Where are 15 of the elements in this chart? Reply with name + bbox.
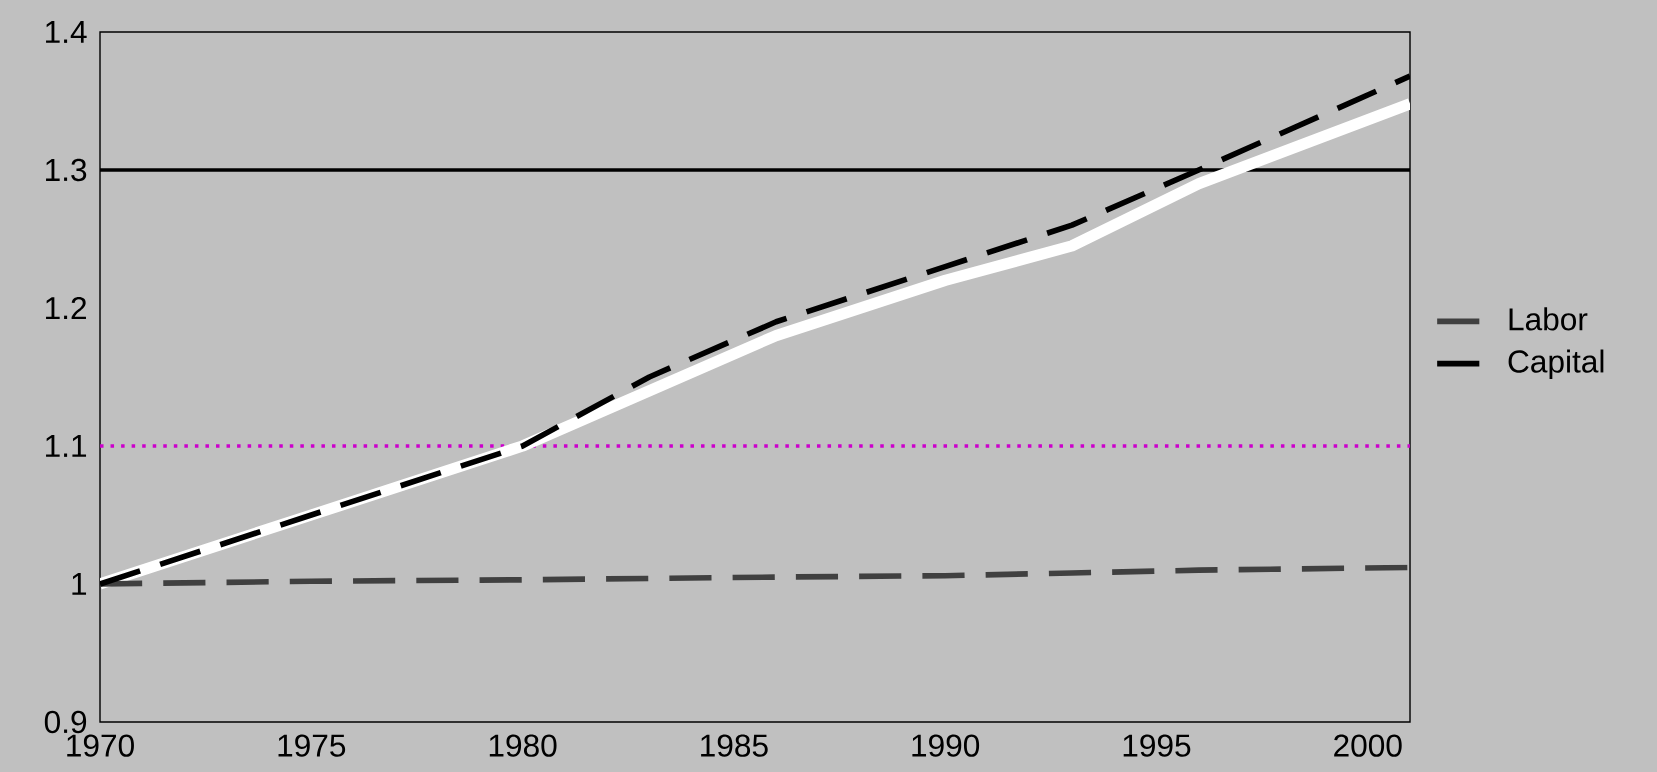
y-tick-label: 1.3 bbox=[46, 158, 87, 182]
x-tick-label: 1985 bbox=[701, 734, 768, 757]
x-tick-label: 1995 bbox=[1123, 734, 1191, 757]
y-tick-label: 1.1 bbox=[46, 435, 87, 457]
x-tick-label: 1980 bbox=[489, 734, 557, 757]
y-tick-label: 1 bbox=[72, 573, 87, 595]
x-tick-label: 1970 bbox=[67, 734, 134, 757]
legend-label: Capital bbox=[1508, 349, 1604, 379]
y-tick-label: 0.9 bbox=[44, 710, 87, 734]
x-tick-label: 2000 bbox=[1334, 734, 1402, 757]
legend-label: Labor bbox=[1509, 307, 1588, 331]
x-tick-label: 1990 bbox=[912, 734, 980, 757]
y-tick-label: 1.2 bbox=[46, 296, 86, 320]
y-tick-label: 1.4 bbox=[46, 21, 87, 43]
x-tick-label: 1975 bbox=[278, 734, 346, 757]
